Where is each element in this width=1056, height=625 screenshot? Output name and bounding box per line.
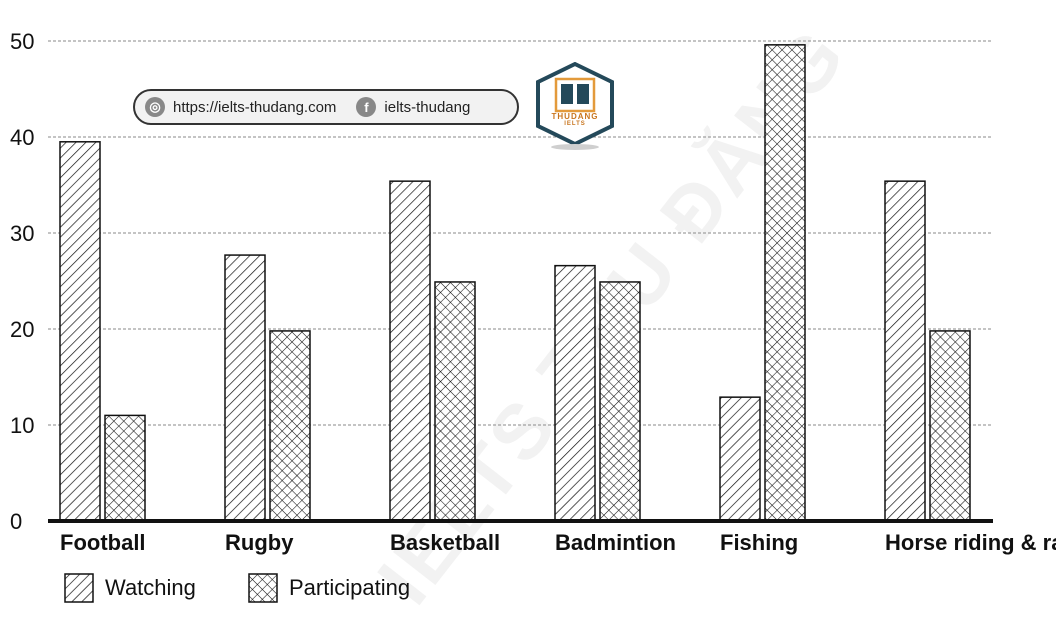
- logo-text: THUDANG: [551, 112, 599, 121]
- legend-swatch-watching: [64, 573, 94, 603]
- legend-label-watching: Watching: [105, 575, 196, 600]
- y-tick-label: 30: [10, 221, 34, 246]
- legend-label-participating: Participating: [289, 575, 410, 600]
- bar-watching: [389, 180, 431, 522]
- bar-participating: [434, 281, 476, 522]
- x-tick-label: Rugby: [225, 530, 294, 555]
- y-tick-label: 0: [10, 509, 22, 534]
- bar-watching: [554, 264, 596, 522]
- y-tick-label: 40: [10, 125, 34, 150]
- x-tick-label: Horse riding & racing: [885, 530, 1056, 555]
- facebook-handle: ielts-thudang: [384, 98, 471, 116]
- bar-watching: [884, 180, 926, 522]
- bar-participating: [764, 44, 806, 522]
- bar-participating: [929, 330, 971, 522]
- y-tick-label: 10: [10, 413, 34, 438]
- bar-watching: [59, 141, 101, 522]
- bar-participating: [269, 330, 311, 522]
- facebook-icon: f: [356, 97, 377, 117]
- x-tick-label: Football: [60, 530, 146, 555]
- website-url: https://ielts-thudang.com: [173, 98, 337, 116]
- x-tick-label: Basketball: [390, 530, 500, 555]
- x-tick-label: Badmintion: [555, 530, 676, 555]
- x-tick-label: Fishing: [720, 530, 798, 555]
- logo-subtext: IELTS: [564, 121, 586, 127]
- bar-watching: [719, 396, 761, 522]
- bar-participating: [599, 281, 641, 522]
- bar-participating: [104, 414, 146, 522]
- bar-watching: [224, 254, 266, 522]
- y-tick-label: 20: [10, 317, 34, 342]
- legend-swatch-participating: [248, 573, 278, 603]
- brand-logo: THUDANG IELTS: [536, 61, 614, 150]
- globe-icon: ◎: [145, 97, 165, 117]
- y-tick-label: 50: [10, 29, 34, 54]
- website-badge: ◎ https://ielts-thudang.com f ielts-thud…: [133, 89, 519, 125]
